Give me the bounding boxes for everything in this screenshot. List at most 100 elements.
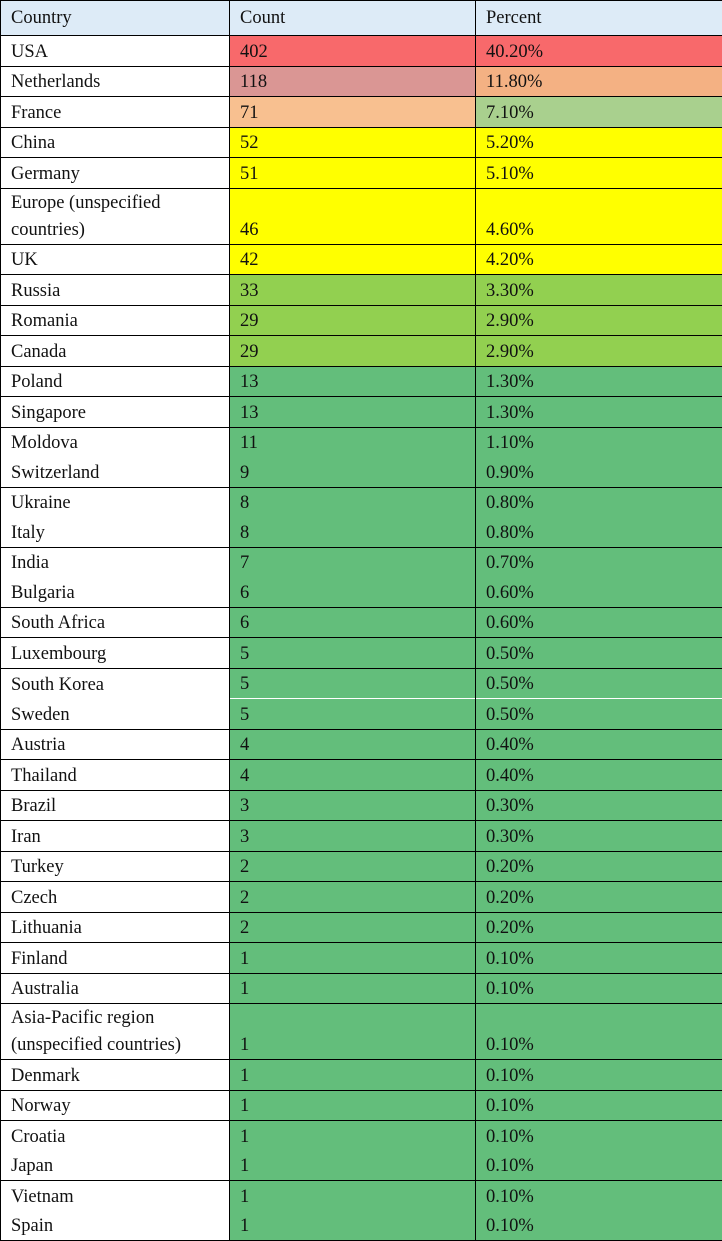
percent-cell: 0.30%	[476, 821, 722, 852]
country-cell: Denmark	[1, 1060, 230, 1091]
count-cell: 5	[230, 699, 476, 730]
count-cell: 6	[230, 577, 476, 607]
percent-cell: 0.60%	[476, 577, 722, 607]
percent-cell: 0.10%	[476, 1151, 722, 1181]
country-cell: Czech	[1, 882, 230, 913]
country-cell: Norway	[1, 1090, 230, 1121]
percent-cell: 2.90%	[476, 336, 722, 367]
country-cell: Thailand	[1, 760, 230, 791]
percent-cell: 0.10%	[476, 1211, 722, 1241]
header-row: Country Count Percent	[1, 1, 722, 36]
count-cell: 1	[230, 1090, 476, 1121]
count-cell: 5	[230, 668, 476, 699]
country-cell: Italy	[1, 517, 230, 547]
country-cell: Brazil	[1, 790, 230, 821]
country-cell: Canada	[1, 336, 230, 367]
percent-cell: 1.30%	[476, 397, 722, 428]
percent-cell: 7.10%	[476, 97, 722, 128]
count-cell: 8	[230, 487, 476, 517]
count-cell: 29	[230, 336, 476, 367]
percent-cell: 2.90%	[476, 305, 722, 336]
percent-cell: 0.10%	[476, 973, 722, 1004]
count-cell: 3	[230, 821, 476, 852]
country-cell: Romania	[1, 305, 230, 336]
country-cell: Japan	[1, 1151, 230, 1181]
country-cell: Australia	[1, 973, 230, 1004]
country-cell: Europe (unspecified countries)	[1, 188, 230, 244]
country-cell: USA	[1, 36, 230, 67]
percent-cell: 3.30%	[476, 275, 722, 306]
country-cell: South Korea	[1, 668, 230, 699]
table-row: Asia-Pacific region (unspecified countri…	[1, 1004, 722, 1060]
percent-cell: 4.20%	[476, 244, 722, 275]
count-cell: 1	[230, 1060, 476, 1091]
percent-cell: 11.80%	[476, 66, 722, 97]
percent-cell: 1.10%	[476, 427, 722, 457]
count-cell: 1	[230, 973, 476, 1004]
country-cell: Germany	[1, 158, 230, 189]
count-cell: 1	[230, 1004, 476, 1060]
percent-cell: 5.20%	[476, 127, 722, 158]
country-cell: UK	[1, 244, 230, 275]
country-cell: Austria	[1, 729, 230, 760]
count-cell: 7	[230, 547, 476, 577]
count-cell: 118	[230, 66, 476, 97]
count-cell: 8	[230, 517, 476, 547]
count-cell: 42	[230, 244, 476, 275]
count-cell: 5	[230, 638, 476, 669]
percent-cell: 0.10%	[476, 943, 722, 974]
percent-cell: 0.20%	[476, 912, 722, 943]
country-cell: France	[1, 97, 230, 128]
country-cell: Poland	[1, 366, 230, 397]
country-cell: India	[1, 547, 230, 577]
country-cell: Croatia	[1, 1121, 230, 1151]
percent-cell: 0.10%	[476, 1090, 722, 1121]
percent-cell: 0.40%	[476, 729, 722, 760]
count-cell: 2	[230, 882, 476, 913]
header-percent: Percent	[476, 1, 722, 36]
country-cell: Sweden	[1, 699, 230, 730]
country-cell: Finland	[1, 943, 230, 974]
count-cell: 2	[230, 851, 476, 882]
percent-cell: 0.30%	[476, 790, 722, 821]
country-cell: China	[1, 127, 230, 158]
percent-cell: 0.10%	[476, 1181, 722, 1211]
country-cell: Luxembourg	[1, 638, 230, 669]
percent-cell: 0.50%	[476, 699, 722, 730]
count-cell: 1	[230, 1121, 476, 1151]
percent-cell: 0.10%	[476, 1060, 722, 1091]
count-cell: 402	[230, 36, 476, 67]
header-country: Country	[1, 1, 230, 36]
count-cell: 2	[230, 912, 476, 943]
percent-cell: 0.10%	[476, 1004, 722, 1060]
country-cell: Vietnam	[1, 1181, 230, 1211]
country-cell: South Africa	[1, 607, 230, 638]
country-cell: Asia-Pacific region (unspecified countri…	[1, 1004, 230, 1060]
country-cell: Iran	[1, 821, 230, 852]
country-cell: Bulgaria	[1, 577, 230, 607]
